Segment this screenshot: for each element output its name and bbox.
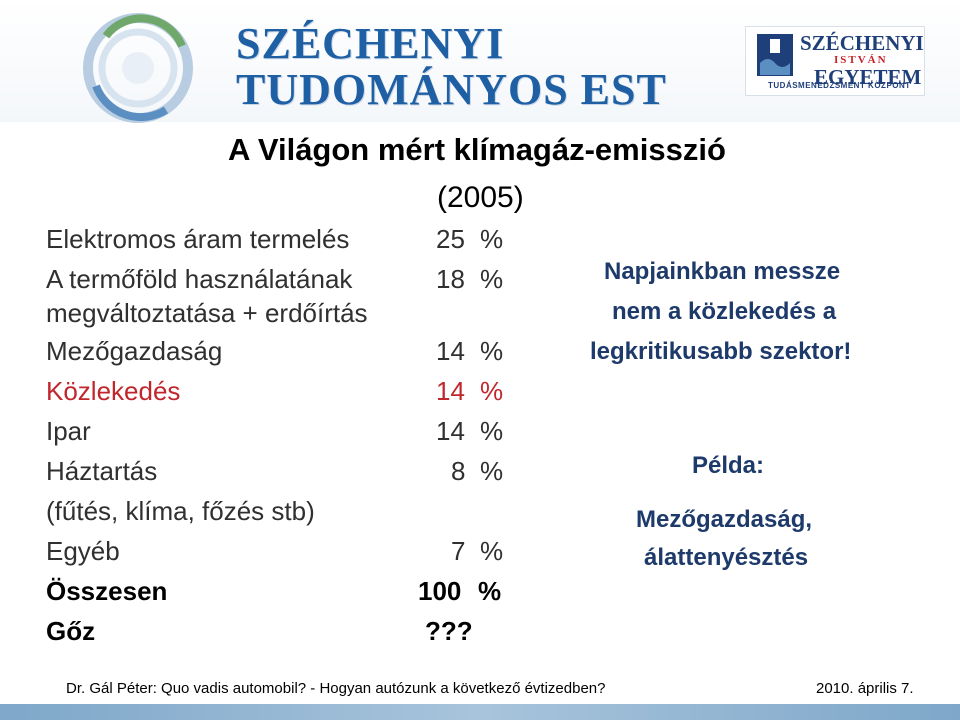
uni-line-1: SZÉCHENYI [800, 31, 924, 55]
row-value: 14 [436, 416, 465, 446]
university-logo: SZÉCHENYI ISTVÁN EGYETEM TUDÁSMENEDZSMEN… [745, 26, 925, 96]
slide-year: (2005) [437, 181, 524, 214]
footer-bar [0, 704, 960, 720]
row-unit-highlight: % [480, 376, 504, 406]
row-unit: % [480, 416, 504, 446]
row-value-total: 100 [418, 576, 462, 606]
row-label: megváltoztatása + erdőírtás [46, 298, 368, 328]
row-label: Elektromos áram termelés [46, 224, 350, 254]
row-unit: % [480, 456, 504, 486]
row-value: 25 [436, 224, 465, 254]
row-label-steam: Gőz [46, 616, 96, 646]
row-value: 7 [451, 536, 466, 566]
row-label: Háztartás [46, 456, 158, 486]
brand-line-2: TUDOMÁNYOS EST [236, 65, 667, 114]
row-label: Mezőgazdaság [46, 336, 223, 366]
brand-line-1: SZÉCHENYI [236, 19, 505, 68]
university-name: SZÉCHENYI ISTVÁN EGYETEM [800, 33, 924, 88]
uni-line-3: EGYETEM [814, 65, 922, 89]
note-line-2: nem a közlekedés a [612, 298, 837, 325]
row-label: (fűtés, klíma, főzés stb) [46, 496, 315, 526]
row-label: A termőföld használatának [46, 264, 353, 294]
university-emblem-icon [757, 34, 793, 76]
uni-subtitle: TUDÁSMENEDZSMENT KÖZPONT [768, 81, 911, 90]
note-line-3: legkritikusabb szektor! [590, 338, 852, 365]
footer-author: Dr. Gál Péter: Quo vadis automobil? - Ho… [66, 680, 606, 697]
example-line-2: álattenyésztés [644, 544, 809, 571]
row-label-total: Összesen [46, 576, 168, 606]
row-label: Ipar [46, 416, 91, 446]
event-brand: SZÉCHENYI TUDOMÁNYOS EST [236, 22, 667, 112]
swirl-logo-icon [83, 13, 193, 123]
row-value: 18 [436, 264, 465, 294]
row-unit-total: % [478, 576, 502, 606]
example-heading: Példa: [692, 452, 765, 479]
row-unit: % [480, 336, 504, 366]
row-unit: % [480, 536, 504, 566]
row-unit: % [480, 224, 504, 254]
uni-line-2: ISTVÁN [834, 54, 888, 66]
note-line-1: Napjainkban messze [604, 258, 841, 285]
row-unit: % [480, 264, 504, 294]
footer-date: 2010. április 7. [816, 680, 914, 697]
example-line-1: Mezőgazdaság, [636, 506, 813, 533]
slide-title: A Világon mért klímagáz-emisszió [228, 132, 726, 167]
header-banner: SZÉCHENYI TUDOMÁNYOS EST SZÉCHENYI ISTVÁ… [0, 0, 960, 123]
row-value: 8 [451, 456, 466, 486]
footer: Dr. Gál Péter: Quo vadis automobil? - Ho… [0, 674, 960, 704]
row-value-highlight: 14 [436, 376, 465, 406]
row-label: Egyéb [46, 536, 120, 566]
row-value-steam: ??? [425, 616, 473, 646]
row-value: 14 [436, 336, 465, 366]
row-label-highlight: Közlekedés [46, 376, 181, 406]
